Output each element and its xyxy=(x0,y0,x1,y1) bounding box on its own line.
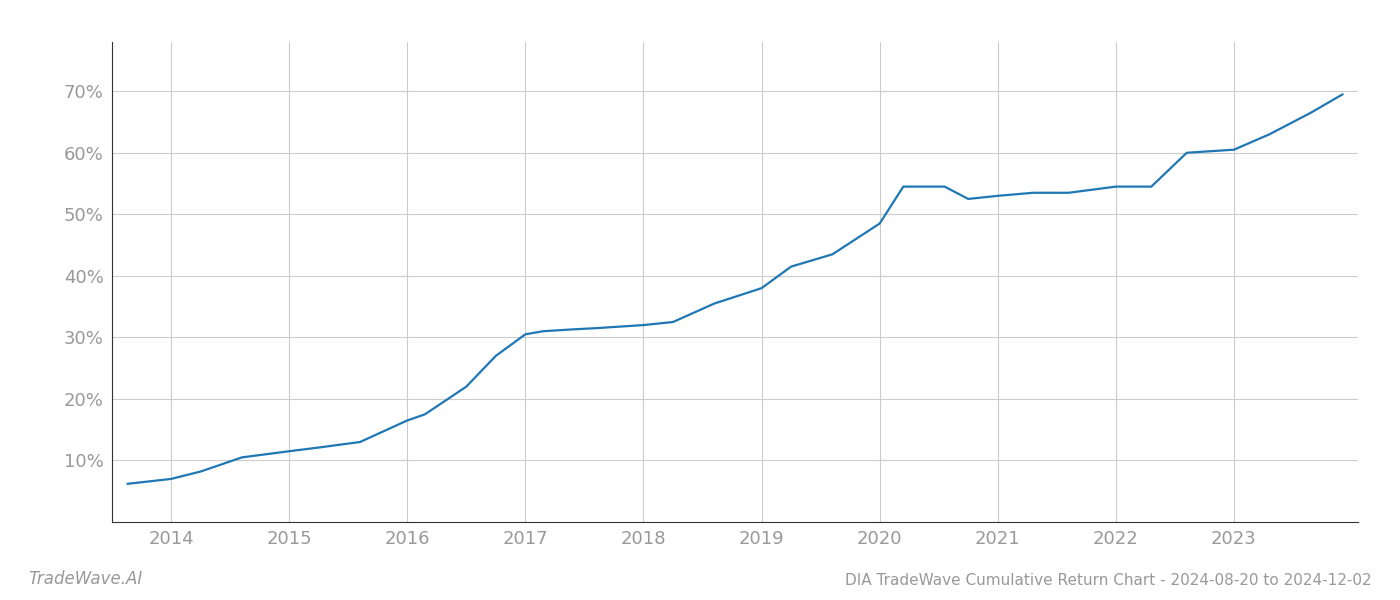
Text: TradeWave.AI: TradeWave.AI xyxy=(28,570,143,588)
Text: DIA TradeWave Cumulative Return Chart - 2024-08-20 to 2024-12-02: DIA TradeWave Cumulative Return Chart - … xyxy=(846,573,1372,588)
